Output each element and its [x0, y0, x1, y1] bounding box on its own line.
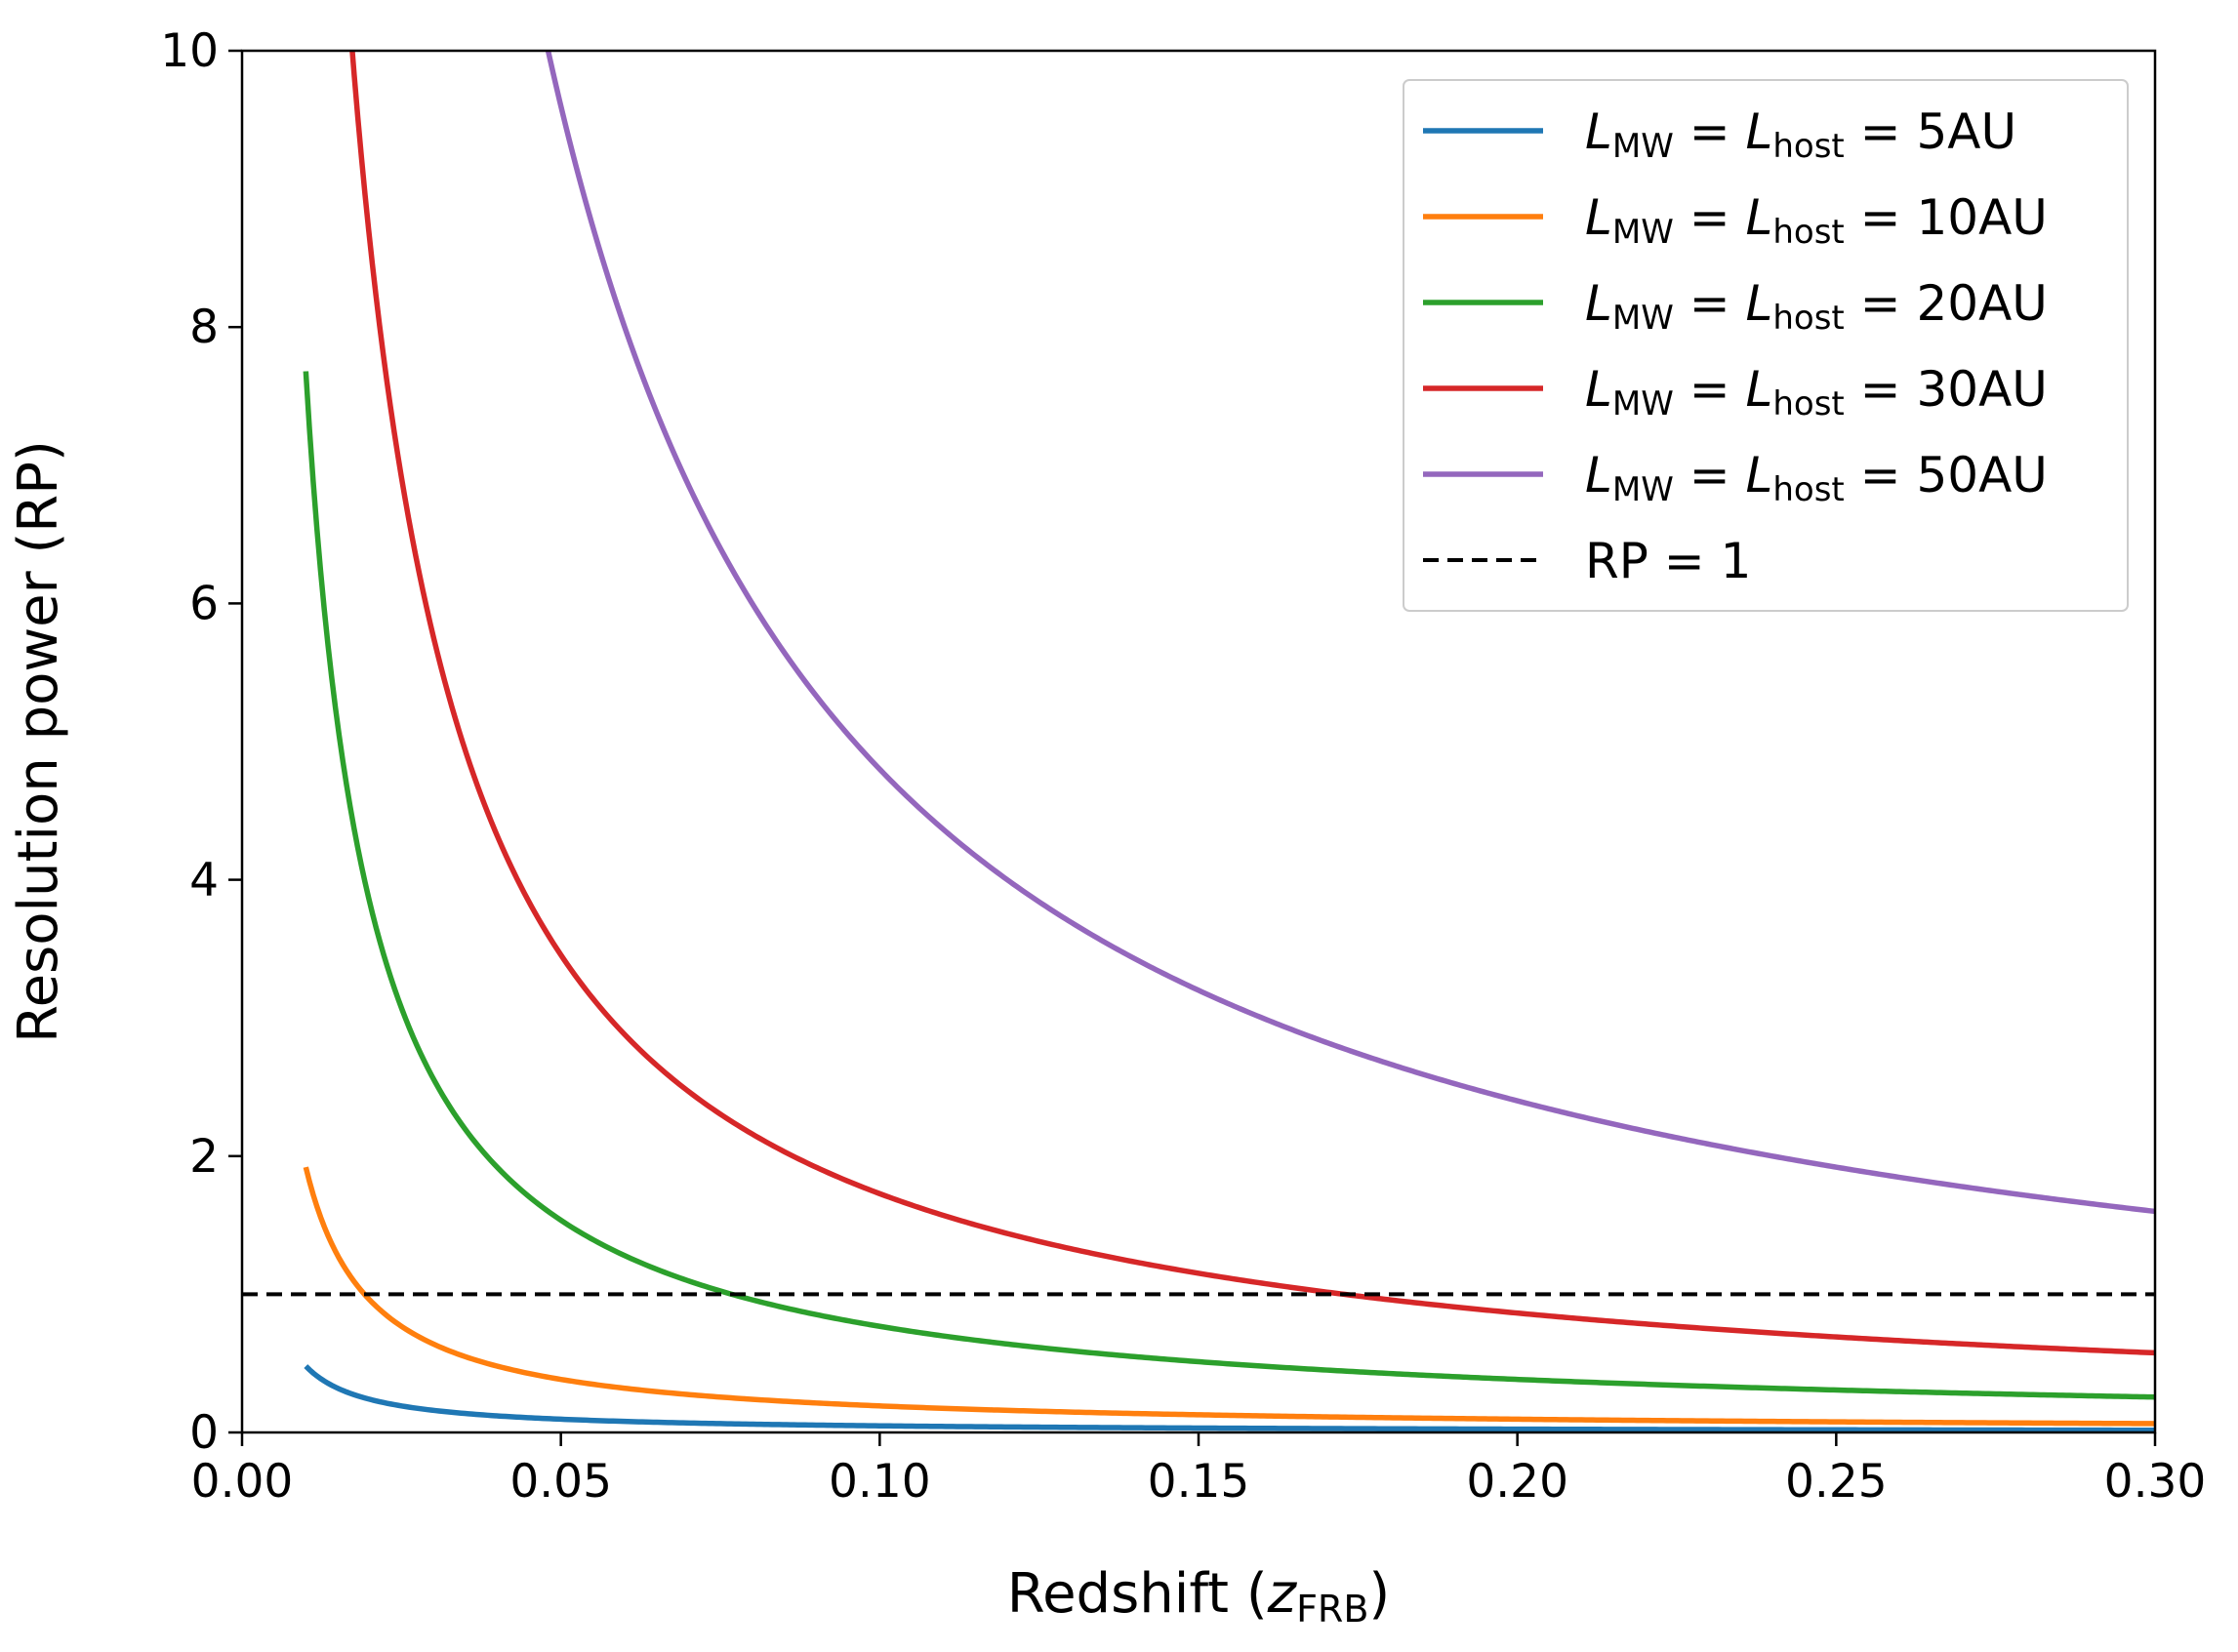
series-line: [349, 51, 2155, 1356]
y-tick-label: 2: [189, 1130, 219, 1184]
legend-entry-label: RP = 1: [1585, 533, 1751, 589]
series-line: [303, 371, 2155, 1400]
y-tick-label: 6: [189, 577, 219, 630]
series-line: [545, 51, 2155, 1215]
legend-entry-label: LMW = Lhost = 30AU: [1585, 361, 2048, 423]
legend-entry-label: LMW = Lhost = 50AU: [1585, 447, 2048, 509]
x-axis-title-sub: FRB: [1296, 1588, 1368, 1631]
series-line: [304, 1364, 2155, 1432]
y-tick-label: 8: [189, 301, 219, 354]
ticks-layer: 0.00 0.05 0.10 0.15 0.20 0.25 0.30 0 2 4 6 8 10: [160, 24, 2206, 1509]
legend-entry-label: LMW = Lhost = 10AU: [1585, 189, 2048, 252]
x-tick-label: 0.10: [829, 1455, 931, 1509]
series-line: [303, 1166, 2155, 1427]
x-tick-label: 0.25: [1785, 1455, 1888, 1509]
y-axis-title: Resolution power (RP): [7, 440, 70, 1043]
y-tick-label: 10: [160, 24, 219, 78]
legend-entry-label: LMW = Lhost = 20AU: [1585, 275, 2048, 338]
x-axis-title-prefix: Redshift (: [1007, 1562, 1268, 1626]
x-axis-title: Redshift (zFRB): [1007, 1562, 1391, 1631]
x-tick-label: 0.20: [1466, 1455, 1568, 1509]
legend-entry-label: LMW = Lhost = 5AU: [1585, 103, 2016, 166]
y-tick-label: 4: [189, 854, 219, 907]
x-tick-label: 0.05: [509, 1455, 612, 1509]
y-tick-label: 0: [189, 1406, 219, 1460]
x-tick-label: 0.00: [191, 1455, 294, 1509]
x-axis-title-var: z: [1267, 1562, 1298, 1626]
x-axis-title-suffix: ): [1368, 1562, 1390, 1626]
legend-box: [1403, 79, 2129, 612]
x-tick-label: 0.15: [1148, 1455, 1250, 1509]
legend: LMW = Lhost = 5AU LMW = Lhost = 10AU LMW =…: [1403, 79, 2129, 612]
series-layer: [242, 51, 2155, 1432]
x-tick-label: 0.30: [2104, 1455, 2207, 1509]
